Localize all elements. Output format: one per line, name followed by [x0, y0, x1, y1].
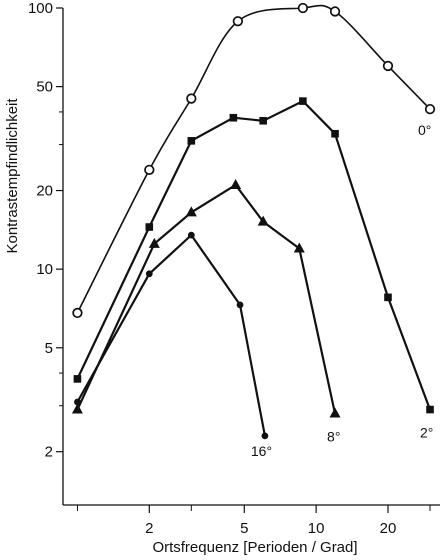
data-point — [382, 60, 394, 72]
axes: 2 5 10 20 50 100 2 5 10 20 — [28, 0, 440, 537]
series-layer: 0° 2° 8° 16° — [71, 2, 436, 459]
data-point — [297, 2, 309, 14]
data-point — [329, 6, 341, 17]
data-point — [187, 231, 195, 239]
series-label: 0° — [418, 122, 431, 138]
y-tick-label: 2 — [45, 444, 53, 461]
data-point — [71, 403, 83, 414]
series-label: 2° — [420, 425, 433, 441]
series-line — [76, 233, 266, 437]
data-point — [145, 223, 154, 231]
series-3: 16° — [74, 231, 272, 459]
series-line — [76, 99, 432, 410]
series-2: 8° — [71, 179, 341, 445]
data-point — [426, 405, 434, 414]
data-point — [145, 270, 153, 278]
data-point — [293, 242, 305, 253]
y-tick-label: 5 — [45, 340, 53, 357]
y-tick-label: 10 — [36, 261, 53, 278]
x-tick-label: 5 — [240, 520, 248, 537]
data-point — [329, 407, 341, 418]
y-tick-label: 100 — [28, 0, 53, 17]
data-point — [186, 93, 197, 104]
data-point — [73, 375, 82, 383]
data-point — [331, 129, 339, 138]
series-1: 2° — [73, 97, 434, 441]
data-point — [236, 301, 244, 309]
x-tick-label: 10 — [308, 520, 325, 537]
data-point — [229, 113, 238, 122]
data-point — [187, 137, 196, 145]
data-point — [144, 164, 155, 176]
data-point — [148, 237, 160, 248]
data-point — [185, 206, 197, 217]
x-tick-label: 20 — [380, 520, 397, 537]
y-axis-title: Kontrastempfindlichkeit — [4, 98, 21, 254]
x-tick-label: 2 — [145, 520, 153, 537]
data-point — [259, 116, 267, 125]
data-point — [232, 16, 244, 27]
data-point — [384, 293, 392, 302]
data-point — [424, 103, 436, 115]
series-label: 16° — [251, 443, 272, 459]
series-label: 8° — [327, 429, 340, 445]
data-point — [230, 179, 242, 190]
data-point — [257, 215, 269, 226]
data-point — [72, 307, 83, 319]
series-0: 0° — [72, 2, 436, 319]
data-point — [74, 398, 81, 406]
data-point — [261, 432, 269, 440]
data-point — [299, 97, 307, 105]
y-tick-label: 20 — [36, 183, 53, 200]
x-axis-title: Ortsfrequenz [Perioden / Grad] — [152, 539, 357, 556]
y-tick-label: 50 — [36, 79, 53, 96]
